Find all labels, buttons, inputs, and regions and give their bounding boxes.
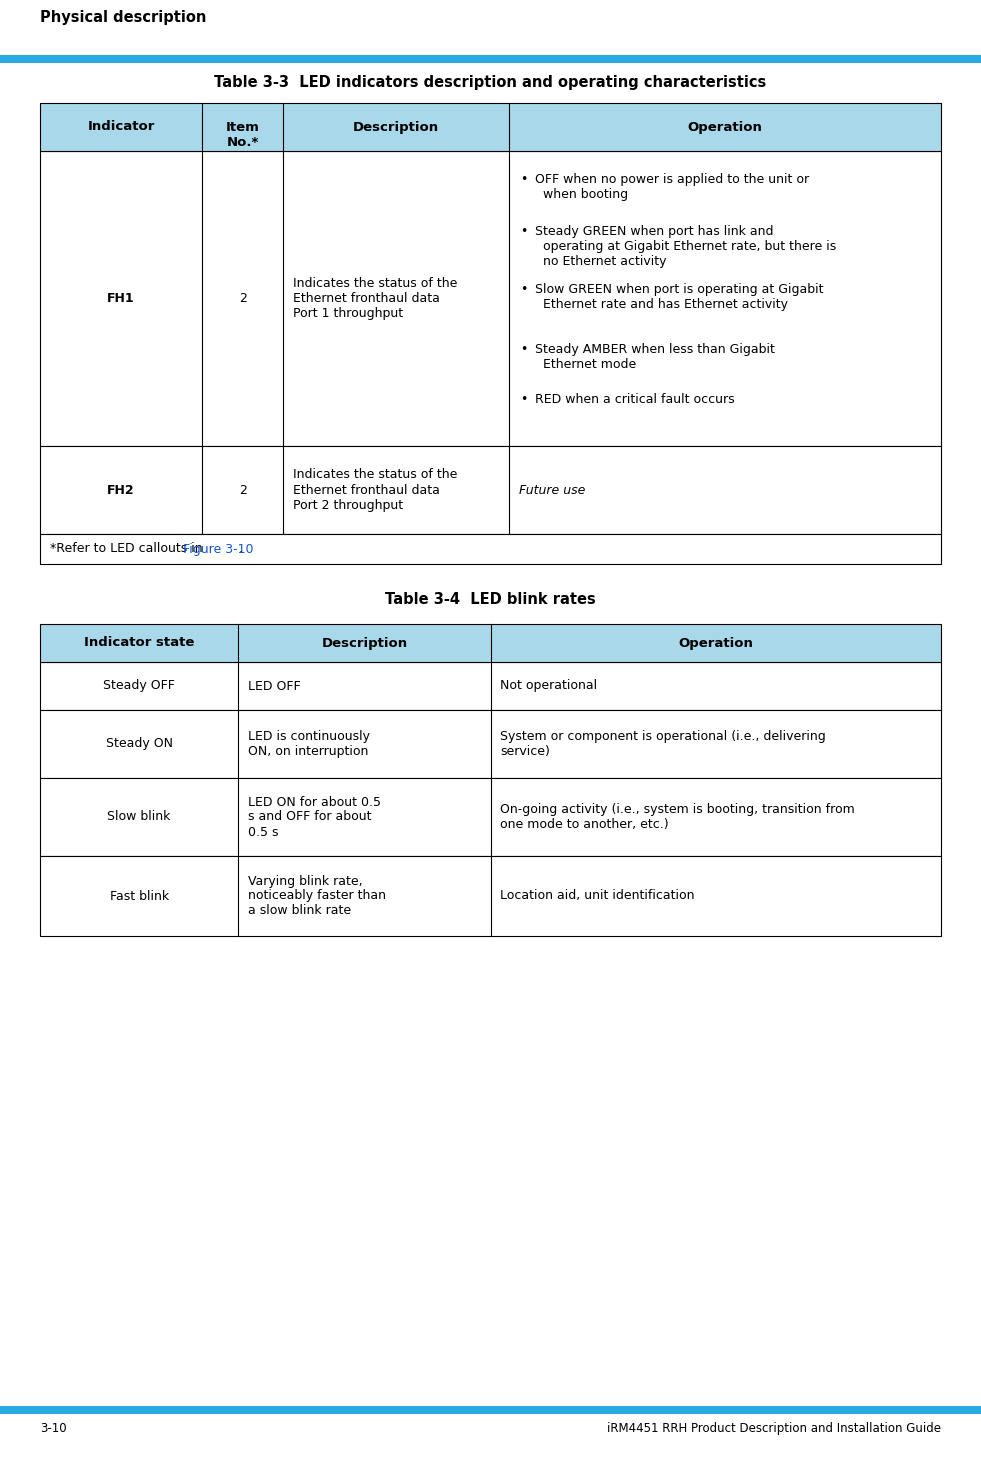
Text: 3-10: 3-10 [40, 1422, 67, 1435]
Bar [40, 778, 941, 856]
Text: •: • [521, 173, 528, 186]
Text: *Refer to LED callouts in: *Refer to LED callouts in [50, 542, 207, 556]
Text: •: • [521, 393, 528, 406]
Text: Slow GREEN when port is operating at Gigabit
  Ethernet rate and has Ethernet ac: Slow GREEN when port is operating at Gig… [535, 283, 823, 311]
Text: Slow blink: Slow blink [108, 811, 171, 824]
Text: Description: Description [353, 120, 439, 133]
Text: Operation: Operation [678, 636, 753, 649]
Text: Table 3-3  LED indicators description and operating characteristics: Table 3-3 LED indicators description and… [215, 75, 766, 89]
Bar [0, 56, 981, 63]
Text: FH2: FH2 [107, 484, 135, 497]
Text: Steady ON: Steady ON [106, 737, 173, 751]
Text: OFF when no power is applied to the unit or
  when booting: OFF when no power is applied to the unit… [535, 173, 808, 201]
Bar [40, 856, 941, 935]
Text: 2: 2 [238, 484, 246, 497]
Bar [40, 663, 941, 710]
Text: RED when a critical fault occurs: RED when a critical fault occurs [535, 393, 734, 406]
Text: Description: Description [322, 636, 407, 649]
Text: LED ON for about 0.5
s and OFF for about
0.5 s: LED ON for about 0.5 s and OFF for about… [248, 796, 382, 839]
Text: 2: 2 [238, 292, 246, 305]
Bar [40, 446, 941, 534]
Text: .: . [238, 542, 242, 556]
Text: •: • [521, 283, 528, 296]
Bar [40, 625, 941, 663]
Text: Item
No.*: Item No.* [226, 122, 260, 150]
Text: Indicator: Indicator [87, 120, 155, 133]
Bar [40, 534, 941, 564]
Text: Future use: Future use [519, 484, 585, 497]
Text: •: • [521, 224, 528, 237]
Text: Indicates the status of the
Ethernet fronthaul data
Port 1 throughput: Indicates the status of the Ethernet fro… [293, 277, 458, 320]
Text: Figure 3-10: Figure 3-10 [182, 542, 253, 556]
Text: Steady AMBER when less than Gigabit
  Ethernet mode: Steady AMBER when less than Gigabit Ethe… [535, 343, 774, 371]
Text: •: • [521, 343, 528, 356]
Text: Operation: Operation [688, 120, 762, 133]
Text: System or component is operational (i.e., delivering
service): System or component is operational (i.e.… [500, 730, 826, 758]
Bar [40, 710, 941, 778]
Text: FH1: FH1 [107, 292, 135, 305]
Text: Location aid, unit identification: Location aid, unit identification [500, 890, 695, 903]
Text: Indicates the status of the
Ethernet fronthaul data
Port 2 throughput: Indicates the status of the Ethernet fro… [293, 469, 458, 512]
Bar [40, 103, 941, 151]
Text: Fast blink: Fast blink [110, 890, 169, 903]
Text: Not operational: Not operational [500, 680, 597, 692]
Text: Varying blink rate,
noticeably faster than
a slow blink rate: Varying blink rate, noticeably faster th… [248, 875, 387, 918]
Text: Steady GREEN when port has link and
  operating at Gigabit Ethernet rate, but th: Steady GREEN when port has link and oper… [535, 224, 836, 268]
Text: LED OFF: LED OFF [248, 680, 301, 692]
Text: Indicator state: Indicator state [84, 636, 194, 649]
Text: Physical description: Physical description [40, 10, 206, 25]
Text: Table 3-4  LED blink rates: Table 3-4 LED blink rates [386, 592, 595, 607]
Bar [40, 151, 941, 446]
Text: Steady OFF: Steady OFF [103, 680, 175, 692]
Text: LED is continuously
ON, on interruption: LED is continuously ON, on interruption [248, 730, 370, 758]
Text: On-going activity (i.e., system is booting, transition from
one mode to another,: On-going activity (i.e., system is booti… [500, 803, 855, 831]
Bar [0, 1406, 981, 1415]
Text: iRM4451 RRH Product Description and Installation Guide: iRM4451 RRH Product Description and Inst… [607, 1422, 941, 1435]
